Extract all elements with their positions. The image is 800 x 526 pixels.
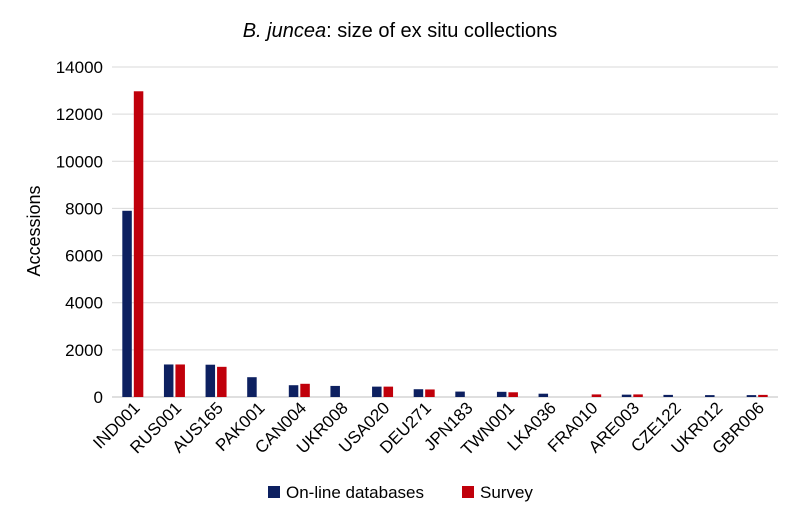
y-tick-label: 10000 xyxy=(56,152,103,171)
bar-survey-aus165 xyxy=(217,366,227,397)
y-tick-label: 6000 xyxy=(65,247,103,266)
bar-online-databases-ukr008 xyxy=(330,385,340,397)
bar-survey-rus001 xyxy=(175,364,185,397)
bar-online-databases-lka036 xyxy=(538,393,549,397)
gridlines xyxy=(112,66,778,398)
bar-survey-ind001 xyxy=(133,91,144,398)
y-tick-label: 2000 xyxy=(65,341,103,360)
bar-survey-usa020 xyxy=(383,386,394,397)
chart-title: B. juncea: size of ex situ collections xyxy=(243,20,558,42)
legend: On-line databases Survey xyxy=(268,483,533,502)
bar-online-databases-gbr006 xyxy=(746,395,757,397)
chart-title-species: B. juncea xyxy=(243,20,326,42)
bar-online-databases-jpn183 xyxy=(455,391,465,397)
legend-swatch xyxy=(462,486,474,498)
bar-survey-fra010 xyxy=(591,394,602,397)
chart-title-text: : size of ex situ collections xyxy=(326,20,557,42)
y-tick-label: 8000 xyxy=(65,199,103,218)
bar-survey-gbr006 xyxy=(758,394,768,397)
y-tick-label: 0 xyxy=(94,388,103,407)
y-axis-title: Accessions xyxy=(24,185,44,276)
legend-label: On-line databases xyxy=(286,483,424,502)
bars xyxy=(122,91,768,398)
bar-survey-can004 xyxy=(300,383,310,397)
bar-online-databases-are003 xyxy=(621,394,632,397)
legend-label: Survey xyxy=(480,483,533,502)
bar-online-databases-ind001 xyxy=(122,210,132,397)
bar-online-databases-twn001 xyxy=(496,391,507,397)
bar-online-databases-aus165 xyxy=(205,364,216,397)
legend-swatch xyxy=(268,486,280,498)
bar-survey-deu271 xyxy=(425,389,435,397)
bar-online-databases-cze122 xyxy=(663,394,673,397)
y-tick-label: 14000 xyxy=(56,58,103,77)
bar-online-databases-rus001 xyxy=(163,364,174,397)
bar-online-databases-usa020 xyxy=(372,386,382,397)
y-axis-ticks: 0 2000 4000 6000 8000 10000 12000 14000 xyxy=(56,58,103,407)
y-tick-label: 4000 xyxy=(65,294,103,313)
bar-survey-are003 xyxy=(633,394,643,397)
x-axis-ticks: IND001RUS001AUS165PAK001CAN004UKR008USA0… xyxy=(89,398,768,459)
bar-online-databases-pak001 xyxy=(247,377,257,397)
y-tick-label: 12000 xyxy=(56,105,103,124)
bar-online-databases-deu271 xyxy=(413,389,424,397)
bar-online-databases-can004 xyxy=(288,385,299,397)
bar-online-databases-ukr012 xyxy=(705,395,715,397)
bar-survey-twn001 xyxy=(508,392,518,397)
